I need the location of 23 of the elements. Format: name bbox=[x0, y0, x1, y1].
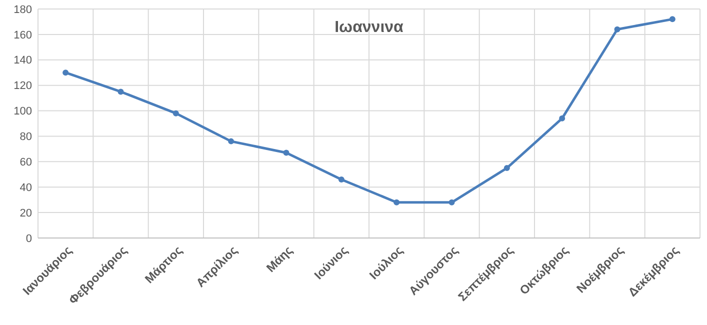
y-tick-label: 20 bbox=[20, 207, 32, 220]
point bbox=[504, 165, 510, 172]
y-tick-label: 60 bbox=[20, 156, 32, 169]
y-tick-label: 140 bbox=[14, 54, 32, 67]
text: Ιωαννινα bbox=[334, 19, 404, 36]
point bbox=[614, 26, 620, 32]
point bbox=[283, 150, 290, 156]
point bbox=[669, 16, 676, 22]
y-tick-label: 180 bbox=[14, 4, 32, 16]
point bbox=[172, 110, 179, 116]
y-tick-label: 160 bbox=[14, 29, 32, 42]
y-tick-label: 0 bbox=[26, 232, 32, 245]
y-tick-label: 80 bbox=[20, 131, 32, 144]
point bbox=[118, 88, 124, 95]
point bbox=[559, 115, 566, 122]
point bbox=[394, 199, 400, 206]
point bbox=[338, 176, 344, 182]
y-tick-label: 120 bbox=[14, 80, 32, 92]
y-tick-label: 100 bbox=[14, 106, 32, 118]
point bbox=[62, 70, 69, 76]
point bbox=[448, 199, 455, 206]
y-tick-label: 40 bbox=[20, 182, 32, 194]
point bbox=[228, 138, 234, 144]
